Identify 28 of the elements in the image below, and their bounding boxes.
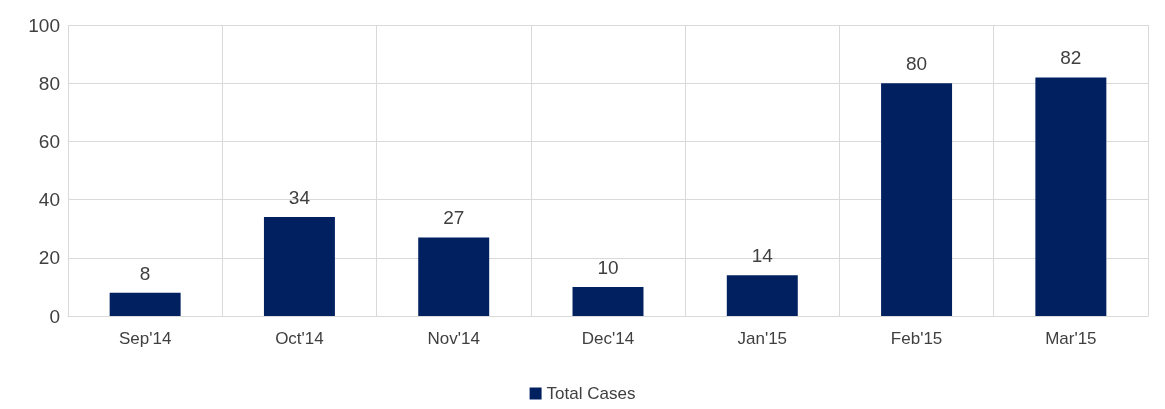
- x-tick-label: Nov'14: [427, 329, 480, 348]
- bar: [572, 286, 644, 316]
- x-tick-label: Jan'15: [737, 329, 788, 348]
- x-tick-label: Sep'14: [118, 329, 172, 348]
- data-label: 82: [1060, 47, 1082, 69]
- bar: [263, 217, 335, 316]
- y-tick-label: 100: [28, 14, 60, 36]
- data-label: 14: [751, 245, 774, 267]
- y-tick-label: 0: [49, 305, 60, 327]
- data-label: 80: [906, 53, 928, 75]
- y-tick-label: 40: [38, 189, 60, 211]
- y-tick-label: 80: [38, 72, 60, 94]
- x-tick-label: Dec'14: [581, 329, 635, 348]
- x-tick-label: Oct'14: [275, 329, 324, 348]
- bar: [881, 83, 953, 316]
- legend-label: Total Cases: [546, 384, 636, 403]
- bar: [418, 237, 490, 316]
- data-label: 10: [597, 256, 619, 278]
- y-tick-label: 60: [38, 130, 60, 152]
- y-tick-label: 20: [38, 247, 60, 269]
- x-tick-label: Mar'15: [1045, 329, 1097, 348]
- data-label: 8: [139, 262, 151, 284]
- x-tick-label: Feb'15: [890, 329, 943, 348]
- bar: [109, 292, 181, 316]
- bar: [1035, 77, 1107, 316]
- data-label: 27: [443, 207, 465, 229]
- data-label: 34: [288, 187, 311, 209]
- bar: [726, 275, 798, 316]
